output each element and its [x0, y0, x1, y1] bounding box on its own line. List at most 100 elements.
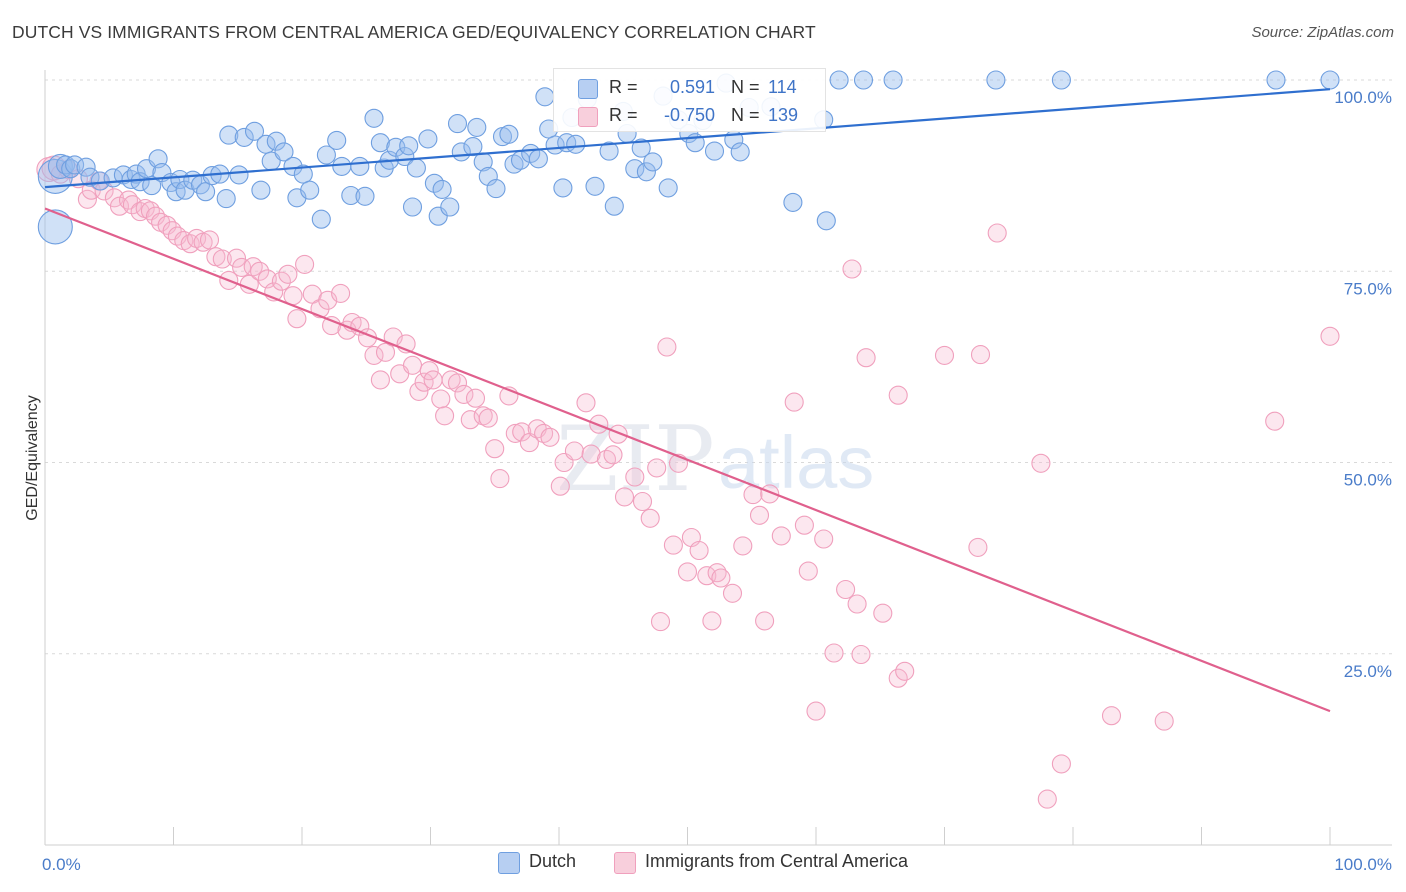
immigrant-point [77, 189, 97, 209]
immigrant-point [512, 422, 532, 442]
immigrant-point [1154, 711, 1174, 731]
immigrant-point [657, 337, 677, 357]
correlation-legend: R = 0.591 N = 114 R = -0.750 N = 139 [553, 68, 826, 132]
dutch-point [293, 164, 313, 184]
bottom-legend-immigrants: Immigrants from Central America [645, 851, 909, 871]
immigrant-point [650, 612, 671, 632]
legend-swatch-immigrants [578, 107, 598, 127]
immigrant-point [1265, 411, 1285, 431]
dutch-point [90, 171, 110, 191]
immigrant-point [625, 467, 645, 487]
bottom-legend-swatch-immigrants [614, 852, 636, 874]
bottom-legend-swatch-dutch [498, 852, 520, 874]
immigrant-point [419, 361, 439, 381]
trendlines [44, 88, 1331, 713]
dutch-point [406, 158, 426, 178]
immigrant-point [122, 195, 142, 215]
dutch-point [219, 125, 239, 145]
immigrant-point [212, 249, 232, 269]
immigrant-point [608, 424, 628, 444]
dutch-point [986, 70, 1006, 90]
dutch-point [316, 145, 336, 165]
legend-r-value-dutch: 0.591 [669, 77, 715, 97]
chart-title: DUTCH VS IMMIGRANTS FROM CENTRAL AMERICA… [12, 22, 816, 42]
dutch-point [816, 211, 836, 231]
y-tick-label: 75.0% [1344, 279, 1392, 298]
dutch-trendline [44, 88, 1331, 189]
dutch-point [37, 209, 73, 245]
dutch-point [370, 133, 390, 153]
dutch-point [553, 178, 573, 198]
immigrant-point [702, 611, 722, 631]
dutch-point [80, 167, 100, 187]
immigrant-point [970, 345, 991, 365]
immigrant-point [435, 406, 455, 426]
dutch-point [432, 179, 452, 199]
immigrant-point [409, 381, 429, 401]
immigrant-point [632, 491, 653, 512]
dutch-point [631, 138, 651, 158]
dutch-point [1051, 70, 1071, 90]
immigrant-point [836, 579, 856, 600]
dutch-point [266, 131, 286, 151]
immigrant-point [663, 535, 683, 555]
immigrant-point [250, 261, 270, 281]
y-tick-label: 100.0% [1334, 88, 1392, 107]
immigrant-point [331, 283, 351, 303]
immigrant-point [771, 526, 791, 546]
dutch-point [274, 142, 294, 162]
immigrant-point [199, 230, 220, 250]
immigrant-point [287, 309, 307, 329]
immigrant-point [614, 487, 635, 507]
immigrant-point [226, 248, 247, 268]
immigrant-point [485, 439, 505, 459]
chart-source: Source: ZipAtlas.com [1251, 24, 1394, 41]
immigrant-point [490, 469, 510, 489]
immigrant-point [295, 254, 315, 274]
dutch-point [234, 127, 254, 147]
immigrant-point [888, 385, 908, 405]
dutch-point [332, 156, 352, 176]
dutch-point [730, 142, 750, 162]
bottom-legend-dutch: Dutch [529, 851, 577, 871]
dutch-point [216, 189, 236, 209]
immigrant-point [564, 441, 584, 461]
dutch-point [704, 141, 725, 161]
immigrant-point [473, 406, 493, 426]
immigrant-point [749, 505, 770, 525]
immigrant-trendline [44, 207, 1331, 713]
immigrant-point [640, 508, 660, 528]
dutch-point [658, 178, 678, 198]
immigrant-point [1031, 453, 1051, 473]
immigrant-point [842, 259, 862, 279]
immigrant-point [711, 568, 731, 588]
dutch-point [1320, 70, 1340, 90]
dutch-point [142, 176, 162, 196]
immigrant-point [847, 594, 867, 614]
dutch-point [636, 162, 656, 182]
dutch-point [604, 196, 624, 216]
dutch-point [402, 197, 423, 217]
watermark-atlas: atlas [718, 421, 874, 504]
legend-n-value-immigrants: 139 [768, 105, 799, 125]
dutch-point [399, 136, 419, 156]
dutch-point [486, 179, 506, 199]
dutch-point [61, 159, 81, 179]
immigrant-point [130, 202, 150, 222]
x-tick-label-min: 0.0% [42, 855, 81, 874]
dutch-point [599, 141, 619, 161]
immigrant-point [824, 643, 844, 663]
dutch-point [467, 117, 487, 137]
immigrant-point [798, 561, 818, 581]
dutch-point [229, 165, 249, 185]
immigrant-point [1037, 789, 1057, 809]
dutch-point [478, 166, 498, 186]
immigrant-point [454, 384, 474, 404]
immigrant-point [423, 370, 443, 390]
series-immigrants [36, 155, 1340, 809]
y-tick-label: 50.0% [1344, 471, 1392, 490]
immigrant-point [447, 373, 468, 393]
dutch-point [883, 70, 903, 90]
dutch-point [625, 159, 645, 179]
legend-r-label: R = [609, 77, 638, 97]
